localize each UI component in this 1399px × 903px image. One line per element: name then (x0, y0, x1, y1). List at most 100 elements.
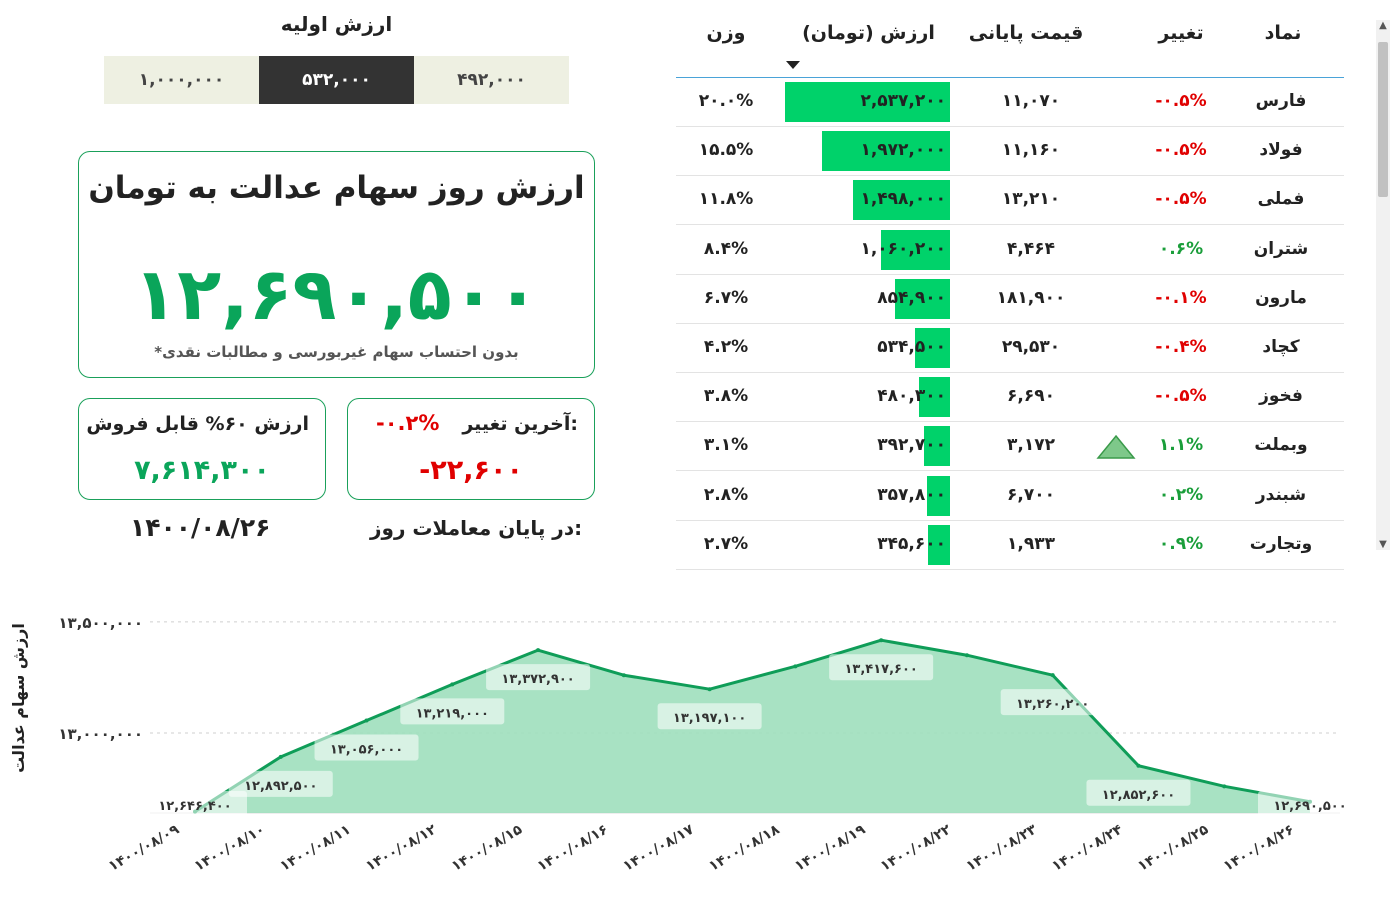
row-symbol: فولاد (1259, 140, 1303, 161)
row-price: ۴,۴۶۴ (1007, 238, 1055, 259)
x-tick-label: ۱۴۰۰/۰۸/۰۹ (106, 821, 182, 874)
scroll-up-icon[interactable]: ▲ (1379, 20, 1387, 31)
row-value: ۳۹۲,۷۰۰ (877, 435, 946, 456)
row-change: ۱.۱% (1158, 435, 1204, 456)
point-label-bg (1086, 779, 1191, 806)
table-row[interactable]: مارون -۰.۱% ۱۸۱,۹۰۰ ۸۵۴,۹۰۰ ۶.۷% (676, 275, 1344, 324)
row-value: ۴۸۰,۳۰۰ (877, 386, 946, 407)
row-value-bar (822, 131, 950, 172)
point-label: ۱۳,۰۵۶,۰۰۰ (314, 734, 419, 761)
row-change: ۰.۶% (1158, 238, 1204, 259)
row-weight: ۴.۲% (703, 337, 749, 357)
value-history-chart: ۱۲,۶۴۶,۴۰۰ ۱۲,۸۹۲,۵۰۰ ۱۳,۰۵۶,۰۰۰ ۱۳,۲۱۹,۰۰۰… (9, 614, 1362, 875)
row-value-bar (880, 229, 950, 270)
point-label-text: ۱۲,۶۹۰,۵۰۰ (1273, 799, 1346, 814)
row-weight: ۳.۱% (703, 435, 749, 456)
row-symbol: فارس (1255, 91, 1307, 111)
point-label-text: ۱۲,۶۴۶,۴۰۰ (158, 799, 231, 814)
scroll-thumb[interactable] (1378, 42, 1388, 197)
point-label-text: ۱۳,۱۹۷,۱۰۰ (673, 711, 746, 726)
header-change[interactable]: تغییر (1158, 22, 1204, 44)
data-point (536, 648, 541, 653)
row-value-bar (918, 377, 950, 418)
table-row[interactable]: فملی -۰.۵% ۱۳,۲۱۰ ۱,۴۹۸,۰۰۰ ۱۱.۸% (676, 176, 1344, 226)
y-tick-label: ۱۳,۰۰۰,۰۰۰ (58, 725, 143, 743)
row-weight: ۱۱.۸% (698, 189, 754, 210)
table-row[interactable]: کچاد -۰.۴% ۲۹,۵۳۰ ۵۳۴,۵۰۰ ۴.۲% (676, 324, 1344, 373)
as-of-label: در پایان معاملات روز: (370, 516, 583, 540)
row-change: -۰.۱% (1155, 287, 1207, 308)
header-price[interactable]: قیمت پایانی (968, 22, 1084, 44)
row-change: -۰.۵% (1155, 386, 1207, 407)
table-row[interactable]: فارس -۰.۵% ۱۱,۰۷۰ ۲,۵۳۷,۲۰۰ ۲۰.۰% (676, 78, 1344, 127)
table-row[interactable]: شتران ۰.۶% ۴,۴۶۴ ۱,۰۶۰,۲۰۰ ۸.۴% (676, 226, 1344, 275)
point-label-bg (1258, 791, 1362, 817)
point-label: ۱۲,۶۴۶,۴۰۰ (143, 791, 247, 817)
daily-value-amount: ۱۲,۶۹۰,۵۰۰ (133, 252, 540, 336)
data-point (793, 664, 798, 669)
table-row[interactable]: وبملت ۱.۱% ۳,۱۷۲ ۳۹۲,۷۰۰ ۳.۱% (676, 422, 1344, 472)
x-tick-label: ۱۴۰۰/۰۸/۱۶ (535, 822, 611, 875)
x-tick-label: ۱۴۰۰/۰۸/۲۲ (878, 821, 954, 874)
initial-value-option-2[interactable]: ۵۳۲,۰۰۰ (259, 56, 414, 104)
scroll-down-icon[interactable]: ▼ (1379, 539, 1387, 550)
initial-value-option-3[interactable]: ۴۹۲,۰۰۰ (414, 56, 569, 104)
point-label: ۱۳,۲۶۰,۲۰۰ (1000, 689, 1105, 716)
point-label: ۱۲,۶۹۰,۵۰۰ (1258, 791, 1362, 817)
row-value: ۱,۰۶۰,۲۰۰ (860, 238, 946, 259)
initial-value-title: ارزش اولیه (280, 12, 393, 36)
table-row[interactable]: شبندر ۰.۲% ۶,۷۰۰ ۳۵۷,۸۰۰ ۲.۸% (676, 472, 1344, 521)
point-label: ۱۳,۴۱۷,۶۰۰ (829, 654, 934, 681)
table-header: نماد تغییر قیمت پایانی ارزش (تومان) وزن (676, 0, 1344, 78)
row-value: ۳۵۷,۸۰۰ (877, 484, 946, 505)
table-scrollbar[interactable]: ▲ ▼ (1376, 20, 1390, 550)
row-price: ۱,۹۳۳ (1007, 533, 1055, 554)
row-price: ۱۳,۲۱۰ (1001, 189, 1061, 210)
table-row[interactable]: وتجارت ۰.۹% ۱,۹۳۳ ۳۴۵,۶۰۰ ۲.۷% (676, 521, 1344, 570)
table-row[interactable]: فخوز -۰.۵% ۶,۶۹۰ ۴۸۰,۳۰۰ ۳.۸% (676, 373, 1344, 423)
data-point (364, 718, 369, 723)
sellable-value-label: ارزش ۶۰% قابل فروش (86, 413, 309, 435)
row-value-bar (915, 328, 950, 368)
data-point (450, 682, 455, 687)
row-value: ۵۳۴,۵۰۰ (877, 337, 946, 357)
row-weight: ۸.۴% (703, 238, 749, 259)
row-weight: ۶.۷% (703, 287, 749, 308)
row-change: -۰.۵% (1155, 140, 1207, 161)
row-price: ۳,۱۷۲ (1007, 435, 1055, 456)
point-label-text: ۱۳,۴۱۷,۶۰۰ (844, 662, 917, 677)
row-change: -۰.۴% (1155, 337, 1207, 357)
table-row[interactable]: فولاد -۰.۵% ۱۱,۱۶۰ ۱,۹۷۲,۰۰۰ ۱۵.۵% (676, 127, 1344, 177)
initial-value-option-1[interactable]: ۱,۰۰۰,۰۰۰ (104, 56, 259, 104)
row-symbol: کچاد (1262, 337, 1300, 357)
header-value[interactable]: ارزش (تومان) (802, 22, 935, 44)
data-point (964, 653, 969, 658)
point-label-bg (486, 664, 591, 691)
row-value-bar (894, 278, 950, 319)
point-label-bg (143, 791, 247, 817)
point-label: ۱۳,۱۹۷,۱۰۰ (657, 703, 762, 730)
row-symbol: شبندر (1255, 484, 1307, 505)
sort-desc-icon (786, 61, 800, 69)
header-symbol[interactable]: نماد (1264, 22, 1302, 44)
chart-y-axis: ۱۳,۰۰۰,۰۰۰ ۱۳,۵۰۰,۰۰۰ (58, 614, 143, 743)
point-label-text: ۱۳,۲۱۹,۰۰۰ (416, 706, 489, 721)
row-change: ۰.۲% (1158, 484, 1204, 505)
x-tick-label: ۱۴۰۰/۰۸/۱۱ (277, 822, 353, 875)
x-tick-label: ۱۴۰۰/۰۸/۲۳ (964, 821, 1040, 874)
row-price: ۲۹,۵۳۰ (1001, 337, 1061, 357)
x-tick-label: ۱۴۰۰/۰۸/۱۸ (706, 821, 782, 874)
row-value: ۳۴۵,۶۰۰ (877, 533, 946, 554)
data-point (707, 687, 712, 692)
row-symbol: وتجارت (1249, 533, 1313, 554)
data-point (1136, 763, 1141, 768)
row-price: ۱۱,۰۷۰ (1001, 91, 1061, 111)
point-label-text: ۱۲,۸۵۲,۶۰۰ (1102, 788, 1175, 803)
point-label-bg (400, 698, 505, 725)
point-label-bg (228, 770, 333, 797)
data-point (1222, 784, 1227, 789)
row-value-bar (927, 524, 950, 565)
point-label-text: ۱۳,۲۶۰,۲۰۰ (1016, 697, 1089, 712)
row-value-bar (924, 426, 950, 467)
header-weight[interactable]: وزن (706, 22, 746, 44)
